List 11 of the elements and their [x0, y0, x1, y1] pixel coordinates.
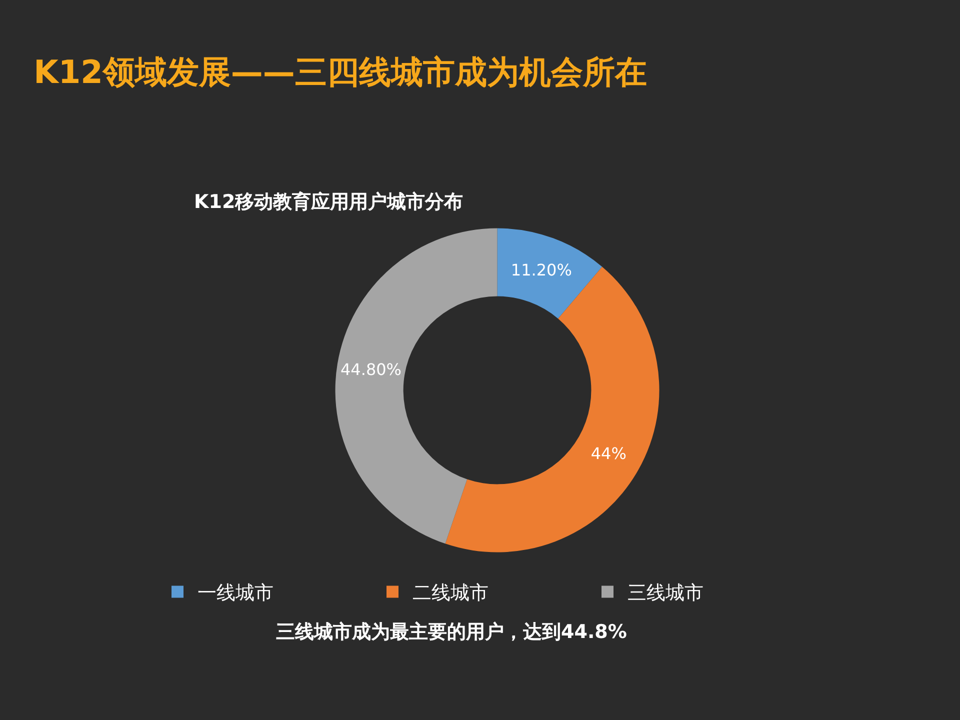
text: 三线城市成为最主要的用户，达到44.8%	[276, 621, 627, 643]
data-label: 44%	[590, 444, 626, 463]
chart-subtitle: K12移动教育应用用户城市分布	[194, 191, 464, 213]
legend-label: 三线城市	[628, 582, 704, 604]
data-label: 11.20%	[510, 260, 572, 280]
chart-title: K12领域发展——三四线城市成为机会所在	[34, 53, 647, 92]
donut-slice	[497, 228, 602, 319]
data-label: 44.80%	[340, 360, 402, 379]
legend-label: 一线城市	[198, 582, 274, 604]
donut-slice	[335, 228, 498, 544]
legend-label: 二线城市	[412, 582, 488, 604]
